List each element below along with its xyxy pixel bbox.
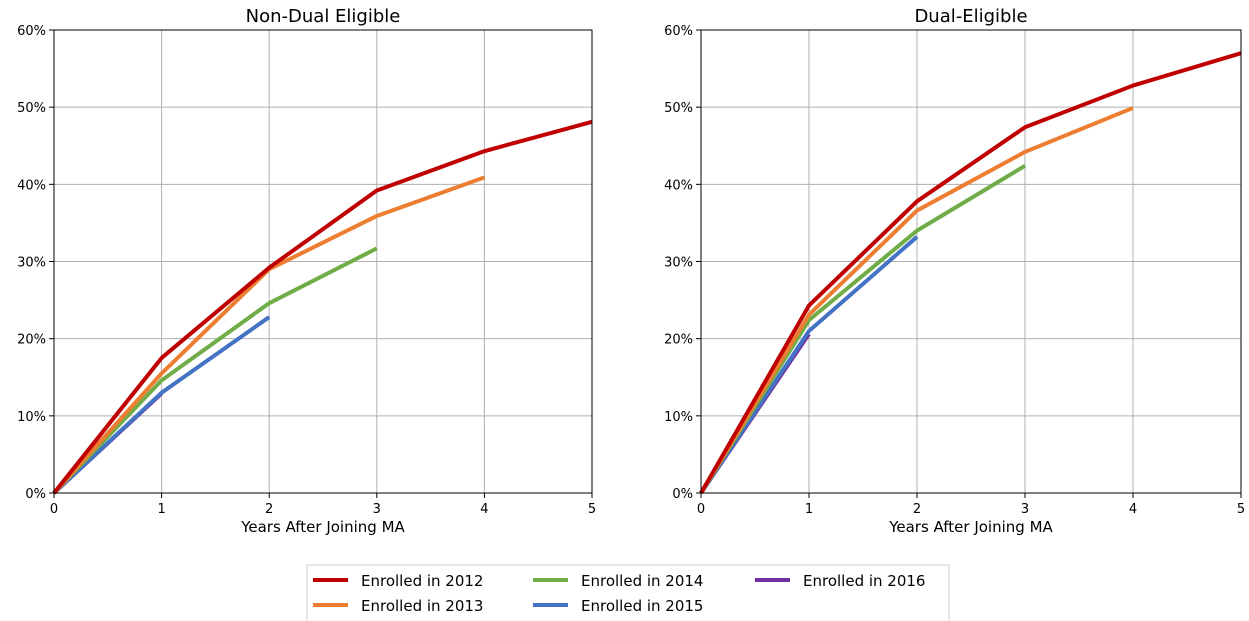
legend-label-2012: Enrolled in 2012 <box>361 572 483 590</box>
y-tick-label: 50% <box>664 101 693 116</box>
legend: Enrolled in 2012 Enrolled in 2013 Enroll… <box>306 564 950 621</box>
series-line-enrolled-in-2012 <box>52 119 593 495</box>
x-tick-label: 1 <box>157 502 165 517</box>
y-tick-label: 40% <box>17 178 46 193</box>
series-line-enrolled-in-2015 <box>52 315 271 495</box>
x-tick-label: 3 <box>1021 502 1029 517</box>
y-tick-label: 20% <box>17 333 46 348</box>
x-tick-label: 0 <box>50 502 58 517</box>
legend-label-2015: Enrolled in 2015 <box>581 597 703 615</box>
series-line-enrolled-in-2012 <box>699 51 1242 494</box>
y-tick-label: 60% <box>17 24 46 39</box>
y-tick-label: 10% <box>664 410 693 425</box>
x-tick-label: 1 <box>805 502 813 517</box>
x-tick-label: 4 <box>1129 502 1137 517</box>
line-layer <box>52 119 593 495</box>
y-tick-label: 10% <box>17 410 46 425</box>
x-tick-label: 2 <box>913 502 921 517</box>
tick-layer: 0 1 2 3 4 50%10%20%30%40%50%60% <box>664 24 1245 517</box>
series-line-enrolled-in-2014 <box>699 164 1027 495</box>
tick-layer: 0 1 2 3 4 50%10%20%30%40%50%60% <box>17 24 596 517</box>
line-layer <box>699 51 1242 495</box>
x-tick-label: 3 <box>373 502 381 517</box>
grid-layer <box>700 29 1242 494</box>
x-tick-label: 5 <box>1237 502 1245 517</box>
y-tick-label: 40% <box>664 178 693 193</box>
x-tick-label: 5 <box>588 502 596 517</box>
y-tick-label: 60% <box>664 24 693 39</box>
legend-label-2013: Enrolled in 2013 <box>361 597 483 615</box>
y-tick-label: 30% <box>664 256 693 271</box>
grid-layer <box>53 29 593 494</box>
x-axis-label-dual: Years After Joining MA <box>888 518 1053 536</box>
legend-box <box>306 564 950 621</box>
y-tick-label: 20% <box>664 333 693 348</box>
y-tick-label: 0% <box>25 487 46 502</box>
x-tick-label: 0 <box>697 502 705 517</box>
chart-title-non-dual: Non-Dual Eligible <box>246 6 401 27</box>
y-tick-label: 50% <box>17 101 46 116</box>
y-tick-label: 0% <box>672 487 693 502</box>
series-line-enrolled-in-2014 <box>52 246 378 495</box>
series-line-enrolled-in-2013 <box>699 106 1134 495</box>
x-tick-label: 4 <box>480 502 488 517</box>
x-axis-label-non-dual: Years After Joining MA <box>240 518 405 536</box>
y-tick-label: 30% <box>17 256 46 271</box>
legend-label-2016: Enrolled in 2016 <box>803 572 925 590</box>
chart-panel-dual-eligible: Dual-Eligible 0 1 2 3 4 50%10%20%30%40%50%60%… <box>664 6 1245 536</box>
x-tick-label: 2 <box>265 502 273 517</box>
legend-label-2014: Enrolled in 2014 <box>581 572 703 590</box>
chart-title-dual: Dual-Eligible <box>914 6 1027 27</box>
chart-panel-non-dual-eligible: Non-Dual Eligible 0 1 2 3 4 50%10%20%30%40%50… <box>17 6 596 536</box>
